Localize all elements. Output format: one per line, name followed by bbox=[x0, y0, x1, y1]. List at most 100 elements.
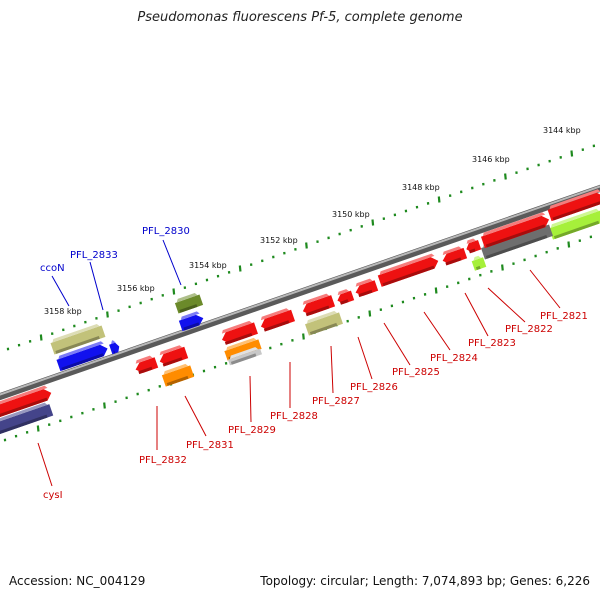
reverse-tick bbox=[25, 430, 29, 434]
gene-block-9-bevel bbox=[337, 289, 350, 296]
genome-backbone bbox=[0, 184, 600, 401]
forward-tick bbox=[183, 286, 187, 290]
reverse-tick bbox=[390, 304, 394, 308]
gene-block-5-body bbox=[466, 239, 482, 253]
gene-label-pfl_2824: PFL_2824 bbox=[430, 353, 478, 364]
reverse-tick bbox=[445, 285, 449, 289]
gene-block-9 bbox=[337, 289, 355, 305]
forward-tick bbox=[50, 332, 54, 336]
gene-block-0-bevel bbox=[549, 189, 600, 210]
gene-block-18 bbox=[161, 363, 195, 387]
reverse-tick bbox=[368, 310, 372, 317]
gene-block-9-shadow bbox=[339, 299, 349, 305]
forward-tick bbox=[73, 324, 76, 328]
gene-block-0-shadow bbox=[552, 201, 600, 221]
forward-tick bbox=[84, 320, 87, 324]
gene-block-25-body bbox=[0, 404, 54, 436]
forward-tick bbox=[471, 186, 474, 190]
gene-block-22-body bbox=[56, 344, 108, 372]
gene-block-12 bbox=[221, 320, 258, 345]
forward-tick bbox=[95, 316, 98, 320]
forward-tick bbox=[515, 171, 518, 175]
forward-tick bbox=[305, 242, 308, 249]
reverse-tick bbox=[92, 407, 95, 411]
reverse-tick bbox=[280, 342, 283, 346]
gene-block-10-body bbox=[302, 295, 336, 315]
gene-label-pfl_2821-leader bbox=[529, 269, 561, 309]
forward-tick bbox=[482, 182, 485, 186]
forward-tick bbox=[28, 339, 32, 343]
gene-block-21-bevel bbox=[52, 323, 100, 343]
gene-block-5 bbox=[466, 238, 482, 254]
gene-label-pfl_2822-leader bbox=[487, 287, 526, 323]
gene-block-23-bevel bbox=[110, 340, 116, 345]
gene-block-22-bevel bbox=[58, 341, 104, 360]
accession-value: NC_004129 bbox=[76, 574, 146, 588]
reverse-tick bbox=[434, 287, 438, 294]
gene-label-cysi: cysI bbox=[43, 490, 63, 501]
gene-block-14-bevel bbox=[226, 337, 257, 351]
gene-label-pfl_2830: PFL_2830 bbox=[142, 226, 190, 237]
forward-tick bbox=[404, 209, 408, 213]
forward-tick bbox=[371, 219, 375, 226]
gene-block-4 bbox=[480, 212, 550, 249]
gene-block-16-body bbox=[159, 346, 189, 366]
gene-block-24-body bbox=[0, 389, 52, 419]
forward-tick bbox=[205, 278, 209, 282]
forward-tick bbox=[161, 293, 164, 297]
forward-tick bbox=[238, 265, 242, 272]
gene-block-8 bbox=[355, 278, 379, 298]
forward-tick bbox=[128, 305, 131, 309]
gene-block-17-bevel bbox=[135, 355, 153, 364]
scale-label: 3144 kbp bbox=[543, 126, 581, 135]
topology-label: Topology: bbox=[260, 574, 317, 588]
gene-block-25 bbox=[0, 402, 54, 436]
gene-block-3 bbox=[471, 255, 487, 271]
reverse-tick bbox=[103, 402, 106, 409]
forward-tick bbox=[150, 297, 153, 301]
gene-label-pfl_2826-leader bbox=[357, 336, 373, 380]
gene-label-pfl_2829: PFL_2829 bbox=[228, 425, 276, 436]
gene-block-7 bbox=[377, 253, 439, 287]
forward-tick bbox=[216, 274, 220, 278]
gene-label-ccon-leader bbox=[51, 275, 70, 307]
gene-block-21-shadow bbox=[55, 335, 100, 354]
gene-block-17 bbox=[135, 355, 159, 375]
forward-tick bbox=[294, 247, 297, 251]
gene-label-pfl_2821: PFL_2821 bbox=[540, 311, 588, 322]
reverse-tick bbox=[59, 419, 62, 423]
gene-block-2-shadow bbox=[485, 235, 548, 259]
gene-block-24-shadow bbox=[0, 397, 48, 419]
gene-block-25-shadow bbox=[0, 414, 48, 436]
gene-block-20 bbox=[178, 311, 204, 332]
gene-block-5-bevel bbox=[466, 238, 477, 244]
gene-block-18-bevel bbox=[163, 363, 189, 375]
forward-tick bbox=[548, 159, 551, 163]
reverse-tick bbox=[379, 308, 383, 312]
gene-label-pfl_2832: PFL_2832 bbox=[139, 455, 187, 466]
forward-tick bbox=[39, 334, 43, 341]
gene-block-1-bevel bbox=[550, 208, 600, 228]
forward-tick bbox=[526, 167, 529, 171]
gene-label-pfl_2827: PFL_2827 bbox=[312, 396, 360, 407]
gene-block-9-body bbox=[337, 290, 355, 304]
reverse-tick bbox=[567, 241, 571, 248]
reverse-tick bbox=[14, 434, 18, 438]
forward-tick bbox=[272, 255, 275, 259]
gene-block-21 bbox=[50, 323, 106, 355]
gene-label-pfl_2828: PFL_2828 bbox=[270, 411, 318, 422]
reverse-tick bbox=[346, 319, 349, 323]
reverse-tick bbox=[412, 296, 416, 300]
length-value: 7,074,893 bp bbox=[421, 574, 502, 588]
gene-block-4-body bbox=[480, 215, 550, 249]
reverse-tick bbox=[147, 388, 150, 392]
forward-tick bbox=[493, 178, 496, 182]
forward-tick bbox=[249, 263, 253, 267]
forward-tick bbox=[261, 259, 264, 263]
forward-tick bbox=[17, 343, 21, 347]
topology-value: circular bbox=[320, 574, 365, 588]
forward-tick bbox=[117, 309, 120, 313]
accession-label: Accession: bbox=[9, 574, 73, 588]
gene-label-pfl_2823-leader bbox=[464, 292, 489, 337]
